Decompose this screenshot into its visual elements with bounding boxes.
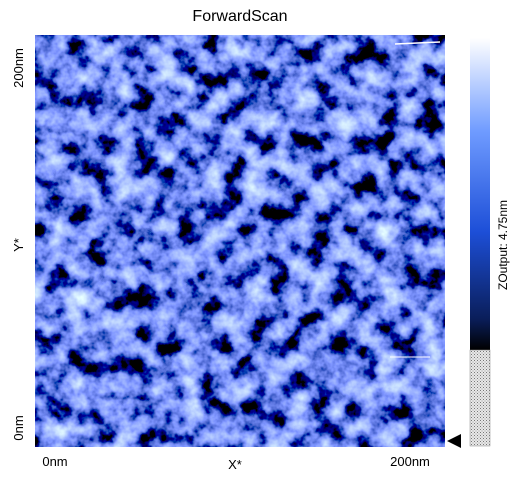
title: ForwardScan (192, 8, 287, 25)
colorbar-label: ZOutput: 4.75nm (496, 200, 510, 290)
x-left-label: 0nm (42, 454, 67, 469)
colorbar-range (469, 349, 491, 447)
y-top-label: 200nm (11, 48, 26, 88)
scan-artifact (394, 41, 441, 45)
x-axis-label: X* (228, 457, 242, 472)
y-axis-label: Y* (11, 238, 26, 252)
x-right-label: 200nm (390, 454, 430, 469)
y-bottom-label: 0nm (11, 415, 26, 440)
colorbar-marker (447, 434, 461, 448)
scan-image (35, 35, 445, 447)
colorbar (470, 38, 490, 350)
